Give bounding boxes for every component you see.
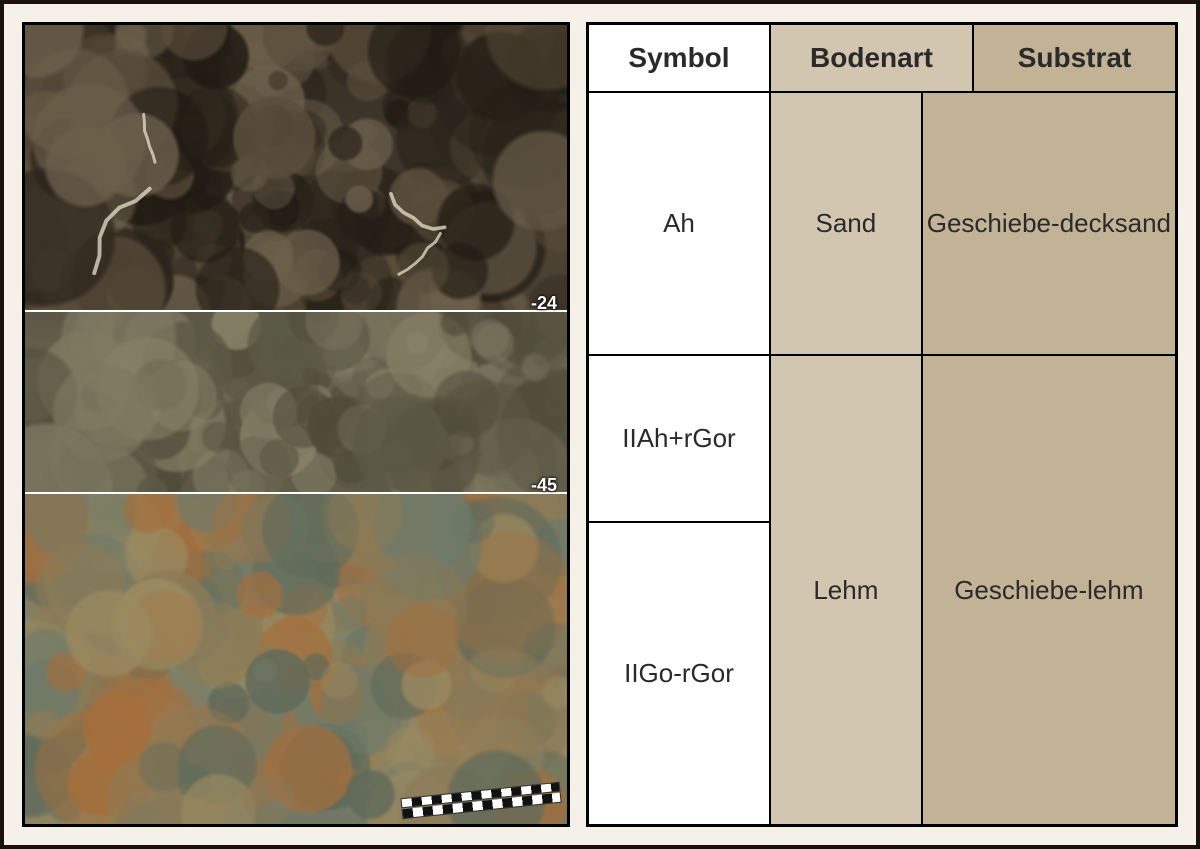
symbol-cell-2-line-1: Go-rGor <box>639 655 734 691</box>
symbol-cell-0: Ah <box>589 93 769 354</box>
bodenart-cell-1-line-0: Lehm <box>813 572 878 608</box>
horizon-divider-0 <box>25 310 567 312</box>
symbol-cell-1-line-1: Ah+rGor <box>637 420 736 456</box>
symbol-cell-1-line-0: II <box>622 420 636 456</box>
th-symbol: Symbol <box>589 25 769 91</box>
symbol-cell-1: IIAh+rGor <box>589 354 769 521</box>
soil-profile-photo: -24 -45 <box>22 22 570 827</box>
bodenart-cell-1: Lehm <box>771 354 921 824</box>
bodenart-cell-0-line-0: Sand <box>815 205 876 241</box>
substrat-cell-1-line-0: Geschiebe- <box>954 572 1087 608</box>
bodenart-cell-0: Sand <box>771 93 921 354</box>
substrat-cell-0-line-1: decksand <box>1060 205 1171 241</box>
th-bodenart: Bodenart <box>769 25 972 91</box>
substrat-cell-0-line-0: Geschiebe- <box>927 205 1060 241</box>
col-bodenart: Sand Lehm <box>769 93 921 824</box>
horizon-divider-1 <box>25 492 567 494</box>
symbol-cell-2: IIGo-rGor <box>589 521 769 824</box>
col-symbol: AhIIAh+rGorIIGo-rGor <box>589 93 769 824</box>
soil-layer-2 <box>25 492 567 824</box>
col-substrat: Geschiebe-decksandGeschiebe-lehm <box>921 93 1175 824</box>
soil-layer-0 <box>25 25 567 310</box>
figure-frame: -24-45 Symbol Bodenart Substrat AhIIAh+r… <box>0 0 1200 849</box>
soil-table: Symbol Bodenart Substrat AhIIAh+rGorIIGo… <box>586 22 1178 827</box>
substrat-cell-1-line-1: lehm <box>1087 572 1143 608</box>
symbol-cell-2-line-0: II <box>624 655 638 691</box>
th-substrat: Substrat <box>972 25 1175 91</box>
soil-layer-1 <box>25 310 567 492</box>
symbol-cell-0-line-0: Ah <box>663 205 695 241</box>
substrat-cell-0: Geschiebe-decksand <box>923 93 1175 354</box>
depth-label-0: -24 <box>531 293 557 314</box>
depth-label-1: -45 <box>531 475 557 496</box>
table-header-row: Symbol Bodenart Substrat <box>589 25 1175 93</box>
table-body: AhIIAh+rGorIIGo-rGor SandLehm Geschiebe-… <box>589 93 1175 824</box>
substrat-cell-1: Geschiebe-lehm <box>923 354 1175 824</box>
